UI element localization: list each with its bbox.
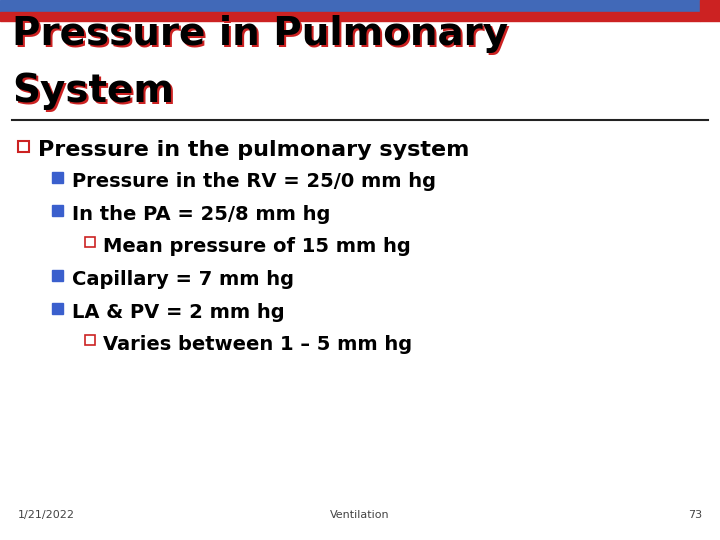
Text: Capillary = 7 mm hg: Capillary = 7 mm hg [72,270,294,289]
Text: Pressure in the pulmonary system: Pressure in the pulmonary system [38,140,469,160]
Bar [52,172,63,183]
Text: Pressure in Pulmonary: Pressure in Pulmonary [12,15,508,53]
Bar [0,12,700,21]
Text: In the PA = 25/8 mm hg: In the PA = 25/8 mm hg [72,205,330,224]
Text: Mean pressure of 15 mm hg: Mean pressure of 15 mm hg [103,237,410,256]
Bar [52,205,63,216]
Text: Pressure in Pulmonary: Pressure in Pulmonary [14,17,510,55]
Text: 73: 73 [688,510,702,520]
Bar [85,335,95,345]
Bar [52,303,63,314]
Bar [85,237,95,247]
Bar [18,141,29,152]
Bar [52,270,63,281]
Text: Varies between 1 – 5 mm hg: Varies between 1 – 5 mm hg [103,335,412,354]
Text: System: System [14,74,176,112]
Text: LA & PV = 2 mm hg: LA & PV = 2 mm hg [72,303,284,322]
Text: 1/21/2022: 1/21/2022 [18,510,75,520]
Text: Pressure in the RV = 25/0 mm hg: Pressure in the RV = 25/0 mm hg [72,172,436,191]
Text: System: System [12,72,174,110]
Bar [700,0,720,21]
Text: Ventilation: Ventilation [330,510,390,520]
Bar [0,0,720,12]
